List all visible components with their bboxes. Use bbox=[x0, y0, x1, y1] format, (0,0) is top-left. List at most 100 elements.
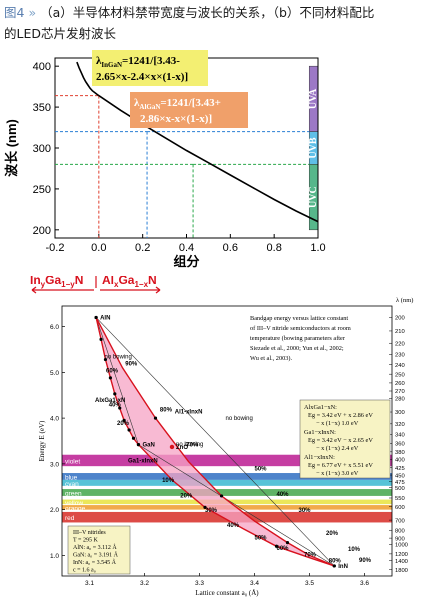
y-tick-label: 400 bbox=[33, 61, 51, 73]
right-tick-label: 425 bbox=[395, 466, 405, 472]
composition-label: 20% bbox=[117, 421, 130, 427]
header-arrow-right bbox=[100, 286, 161, 294]
right-tick-label: 450 bbox=[395, 473, 405, 479]
bowing-region bbox=[96, 317, 335, 566]
right-tick-label: 1400 bbox=[395, 559, 408, 565]
point-label: no bowing bbox=[226, 416, 253, 422]
info-right-title: AlxGa1−xN: bbox=[304, 404, 337, 411]
color-band-violet bbox=[62, 454, 392, 467]
color-band-label-cyan: cyan bbox=[65, 481, 79, 488]
plot-frame-b bbox=[61, 305, 393, 577]
y-tick-label: 200 bbox=[33, 225, 51, 237]
y-tick-label: 350 bbox=[33, 102, 51, 114]
composition-label: 20% bbox=[326, 531, 339, 537]
composition-label: 70% bbox=[304, 552, 317, 558]
color-band-label-violet: violet bbox=[65, 458, 80, 465]
nobow-alinn bbox=[95, 317, 335, 567]
point-label: GaN bbox=[142, 443, 154, 449]
info-right-eq2: − x (1−x) 3.0 eV bbox=[316, 470, 359, 477]
info-right-eq2: − x (1−x) 2.4 eV bbox=[316, 445, 359, 452]
composition-label: 40% bbox=[227, 523, 240, 529]
composition-label: 80% bbox=[160, 407, 173, 413]
color-band-label-blue: blue bbox=[65, 474, 78, 481]
y-tick-label-b: 4.0 bbox=[50, 416, 59, 423]
right-tick-label: 240 bbox=[395, 363, 405, 369]
annotation-algan-line1: λAlGaN=1241/[3.43+ bbox=[134, 97, 221, 111]
x-tick-label: 0.8 bbox=[267, 242, 282, 254]
composition-label: 60% bbox=[277, 546, 290, 552]
right-tick-label: 360 bbox=[395, 442, 405, 448]
info-bottom-c: c = 1.6 a₀ bbox=[73, 568, 96, 574]
figure-number: 图4 bbox=[4, 5, 25, 20]
point-label: ZnO bbox=[176, 445, 188, 451]
right-tick-label: 1800 bbox=[395, 568, 408, 574]
y-tick-label-b: 2.0 bbox=[50, 507, 59, 514]
right-tick-label: 220 bbox=[395, 341, 405, 347]
composition-label: 80% bbox=[329, 559, 342, 565]
y-tick-label-b: 6.0 bbox=[50, 324, 59, 331]
nobow-algan bbox=[95, 317, 139, 445]
info-bottom-title: III–V nitrides bbox=[73, 530, 106, 536]
composition-label: 90% bbox=[125, 361, 138, 367]
y-axis-label-b: Energy E (eV) bbox=[38, 420, 46, 461]
series-b-0-point bbox=[113, 392, 117, 396]
composition-label: 30% bbox=[299, 508, 312, 514]
series-b-2-point bbox=[94, 315, 98, 320]
right-axis-label: λ (nm) bbox=[396, 297, 413, 304]
info-right-eq1: Eg = 3.42 eV + x 2.86 eV bbox=[308, 412, 373, 419]
right-tick-label: 500 bbox=[395, 486, 405, 492]
series-label: Ga1-xInxN bbox=[128, 459, 158, 465]
info-top-line3: temperature (bowing parameters after bbox=[250, 335, 346, 342]
composition-label: 10% bbox=[348, 547, 361, 553]
series-label: AlxGa1-xN bbox=[95, 398, 125, 404]
y-tick-label-b: 1.0 bbox=[50, 553, 59, 560]
series-b-1-point bbox=[203, 505, 207, 509]
series-b-2-point bbox=[332, 564, 336, 568]
series-b-1 bbox=[137, 444, 335, 567]
header-arrow-left bbox=[31, 286, 94, 294]
right-tick-label: 800 bbox=[395, 528, 405, 534]
series-b-1-point bbox=[136, 443, 141, 447]
info-right-title: Ga1−xInxN: bbox=[304, 429, 336, 436]
info-bottom-inn: InN: a₀ = 3.545 Å bbox=[73, 558, 117, 566]
caption-line-2: 的LED芯片发射波长 bbox=[4, 26, 116, 41]
band-label-uvb: UVB bbox=[308, 137, 319, 158]
info-top-line1: Bandgap energy versus lattice constant bbox=[250, 315, 348, 322]
info-bottom-temp: T = 295 K bbox=[73, 538, 98, 544]
color-band-label-red: red bbox=[65, 515, 75, 522]
chart-a: UVA UVB UVC -0.2 0.0 0.2 0.4 0.6 0.8 1.0 200 250 300… bbox=[4, 50, 326, 269]
band-label-uvc: UVC bbox=[308, 186, 319, 208]
x-tick-label: 0.4 bbox=[179, 242, 194, 254]
x-tick-label-b: 3.6 bbox=[360, 580, 369, 587]
info-bottom-aln: AlN: a₀ = 3.112 Å bbox=[73, 543, 117, 551]
info-right-eq1: Eg = 6.77 eV + x 5.51 eV bbox=[308, 462, 373, 469]
info-right-title: Al1−xInxN: bbox=[304, 454, 335, 461]
series-b-2-point bbox=[219, 494, 224, 498]
series-b-1-point bbox=[274, 544, 279, 548]
right-tick-label: 400 bbox=[395, 458, 405, 464]
nobow-gainn bbox=[138, 444, 335, 567]
point-label: AlN bbox=[100, 315, 110, 321]
point-label: no bowing bbox=[105, 354, 132, 360]
annotation-algan-line2: 2.86×x-x×(1-x)] bbox=[140, 113, 212, 125]
series-b-2-point bbox=[153, 416, 158, 420]
right-tick-label: 210 bbox=[395, 329, 405, 335]
series-label: Al1-xInxN bbox=[175, 410, 203, 416]
composition-label: 60% bbox=[106, 368, 119, 374]
x-tick-label: 0.6 bbox=[223, 242, 238, 254]
series-b-0-point bbox=[99, 337, 103, 342]
right-tick-label: 550 bbox=[395, 496, 405, 502]
info-top-line2: of III–V nitride semiconductors at room bbox=[250, 325, 351, 332]
x-tick-label: -0.2 bbox=[46, 242, 65, 254]
info-bottom-box bbox=[67, 525, 131, 575]
series-b-0-point bbox=[103, 357, 108, 362]
right-tick-label: 250 bbox=[395, 372, 405, 378]
composition-label: 70% bbox=[186, 442, 199, 448]
y-tick-label-b: 3.0 bbox=[50, 461, 59, 468]
x-axis-label: 组分 bbox=[173, 254, 199, 269]
caption-arrows: » bbox=[28, 5, 37, 20]
info-bottom-gan: GaN: a₀ = 3.191 Å bbox=[73, 551, 119, 559]
series-b-0-point bbox=[108, 376, 112, 380]
